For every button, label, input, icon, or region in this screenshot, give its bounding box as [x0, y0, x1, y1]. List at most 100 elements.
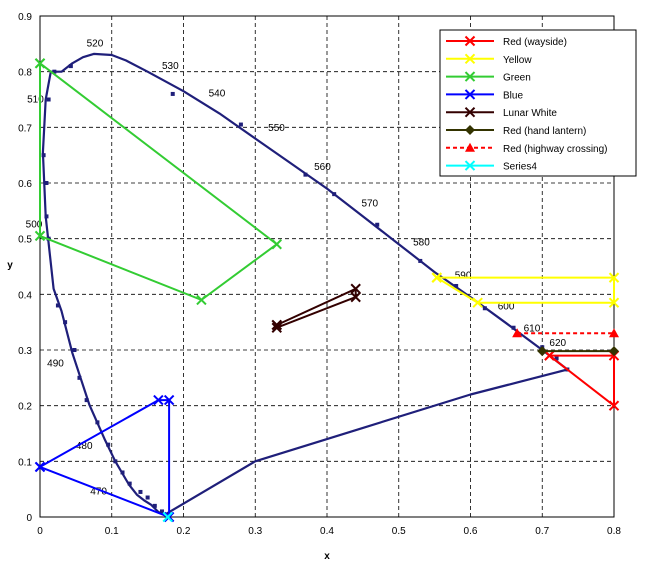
x-tick-label: 0.6 — [464, 526, 478, 537]
series-marker — [464, 89, 476, 100]
wavelength-label: 500 — [26, 220, 43, 231]
locus-point — [52, 69, 57, 74]
wavelength-label: 590 — [455, 271, 472, 282]
locus-point — [238, 122, 243, 127]
series-marker — [34, 461, 46, 473]
locus-point — [68, 64, 73, 69]
x-tick-labels: 0 0.1 0.2 0.3 0.4 0.5 0.6 0.7 0.8 — [37, 526, 621, 537]
series-marker — [153, 394, 164, 406]
legend-label: Red (wayside) — [503, 37, 567, 48]
series-marker — [609, 346, 619, 357]
y-axis-label: y — [7, 260, 13, 271]
locus-point — [120, 470, 125, 475]
locus-point — [159, 509, 164, 514]
series-marker — [537, 346, 548, 357]
y-tick-labels: 0 0.1 0.2 0.3 0.4 0.5 0.6 0.7 0.8 0.9 — [18, 12, 32, 524]
x-tick-label: 0.4 — [320, 526, 334, 537]
y-tick-label: 0 — [26, 513, 32, 524]
series-marker — [464, 53, 476, 65]
locus-point — [511, 325, 516, 330]
series-marker — [465, 142, 475, 152]
locus-point — [145, 495, 150, 500]
series-red-hand-lantern- — [537, 346, 619, 357]
series-marker — [271, 239, 282, 250]
x-tick-label: 0.1 — [105, 526, 119, 537]
locus-point — [95, 420, 100, 425]
series-red-highway-crossing- — [512, 328, 619, 338]
series-marker — [271, 319, 282, 331]
series-marker — [431, 272, 442, 283]
legend-label: Green — [503, 73, 531, 84]
locus-point — [332, 192, 337, 197]
series-marker — [512, 328, 523, 338]
series-marker — [544, 350, 555, 361]
series-lunar-white — [271, 283, 361, 333]
locus-point — [482, 306, 487, 311]
series-line — [548, 354, 615, 408]
wavelength-label: 490 — [47, 359, 64, 370]
locus-point — [454, 283, 459, 288]
series-marker — [609, 328, 619, 338]
locus-point — [84, 398, 89, 403]
y-tick-label: 0.2 — [18, 402, 32, 413]
series-green — [34, 58, 282, 306]
series-yellow — [431, 272, 620, 308]
legend-label: Lunar White — [503, 108, 557, 119]
wavelength-label: 570 — [361, 198, 378, 209]
locus-point — [418, 258, 423, 263]
series-marker — [608, 400, 620, 411]
legend-label: Red (hand lantern) — [503, 126, 586, 137]
locus-point — [44, 214, 49, 219]
locus-point — [303, 172, 308, 177]
series-marker — [34, 230, 46, 242]
y-tick-label: 0.6 — [18, 179, 32, 190]
x-tick-label: 0.3 — [248, 526, 262, 537]
wavelength-label: 560 — [314, 162, 331, 173]
series-marker — [163, 394, 175, 406]
y-tick-label: 0.9 — [18, 12, 32, 23]
series-marker — [271, 322, 282, 333]
x-tick-label: 0.2 — [177, 526, 191, 537]
series-marker — [163, 511, 175, 523]
wavelength-label: 610 — [524, 324, 541, 335]
y-tick-label: 0.4 — [18, 290, 32, 301]
wavelength-label: 480 — [76, 441, 93, 452]
locus-point — [375, 222, 380, 227]
series-group — [34, 58, 620, 523]
series-series4 — [162, 511, 173, 523]
legend-label: Series4 — [503, 162, 537, 173]
y-tick-label: 0.7 — [18, 123, 32, 134]
locus-point — [55, 303, 60, 308]
legend-label: Yellow — [503, 55, 532, 66]
series-marker — [464, 71, 476, 82]
series-marker — [464, 106, 476, 118]
x-tick-label: 0.8 — [607, 526, 621, 537]
locus-point — [63, 320, 68, 325]
locus-point — [554, 356, 559, 361]
wavelength-label: 520 — [87, 39, 104, 50]
series-marker — [464, 35, 476, 47]
x-tick-label: 0.7 — [535, 526, 549, 537]
series-marker — [472, 297, 483, 308]
series-blue — [34, 394, 175, 523]
locus-point — [77, 375, 82, 380]
y-tick-label: 0.8 — [18, 68, 32, 79]
locus-point — [127, 481, 132, 486]
wavelength-label: 600 — [498, 301, 515, 312]
locus-point — [138, 489, 143, 494]
y-tick-label: 0.1 — [18, 457, 32, 468]
y-tick-label: 0.5 — [18, 235, 32, 246]
y-tick-label: 0.3 — [18, 346, 32, 357]
wavelength-label: 550 — [268, 123, 285, 134]
series-marker — [608, 297, 620, 308]
series-marker — [608, 272, 620, 283]
wavelength-labels: 470 480 490 500 510 520 530 540 550 560 570 580 590 6… — [26, 39, 567, 498]
wavelength-label: 470 — [90, 487, 107, 498]
series-marker — [350, 291, 361, 303]
series-marker — [162, 511, 173, 523]
wavelength-label: 540 — [209, 89, 226, 100]
locus-point — [46, 97, 51, 102]
legend-label: Red (highway crossing) — [503, 144, 608, 155]
wavelength-label: 620 — [549, 338, 566, 349]
